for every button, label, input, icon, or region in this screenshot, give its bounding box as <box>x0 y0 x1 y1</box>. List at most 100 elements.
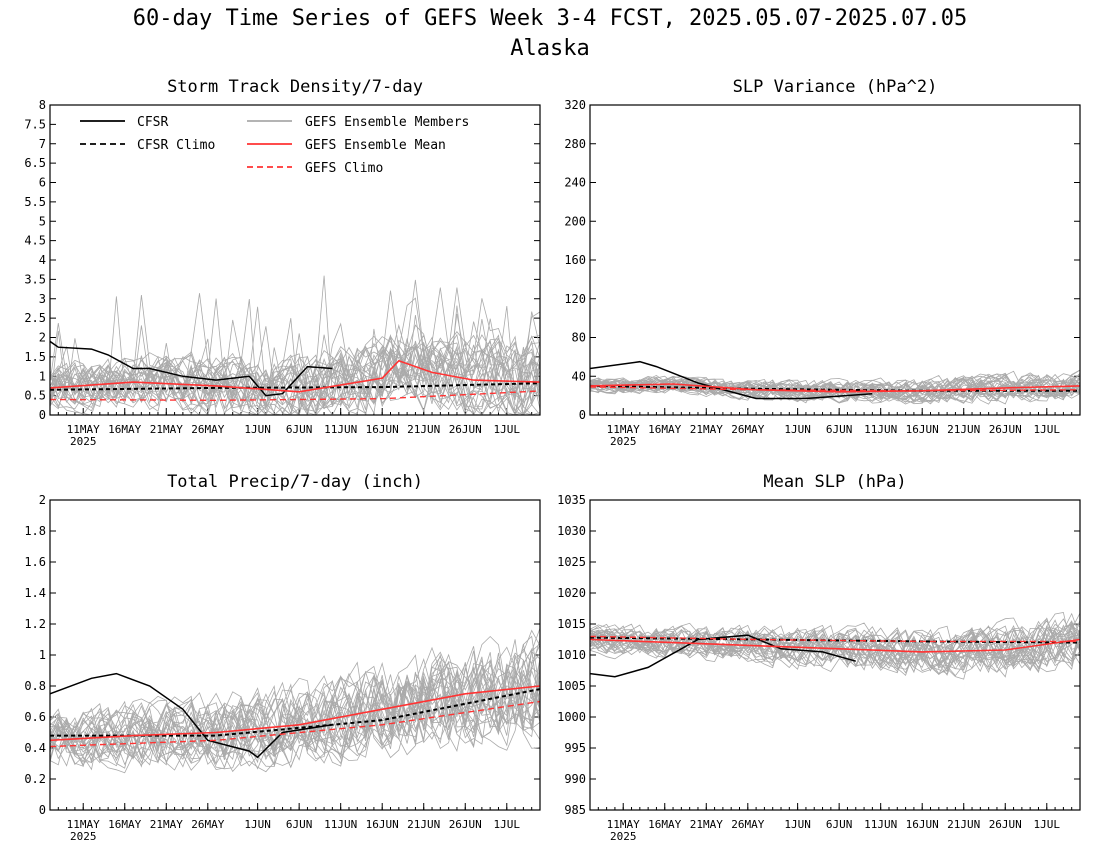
chart-panel: Mean SLP (hPa) 985 990 995 1000 1005 1010 1015 1… <box>557 472 1081 843</box>
y-tick-label: 40 <box>572 369 586 383</box>
x-tick-label: 16MAY <box>108 423 141 436</box>
y-tick-label: 3 <box>39 292 46 306</box>
gefs-ensemble-mean-line <box>590 383 1080 393</box>
x-tick-label: 26MAY <box>191 423 224 436</box>
x-tick-label: 6JUN <box>826 818 853 831</box>
x-tick-label: 6JUN <box>286 423 313 436</box>
ensemble-member-line <box>590 370 1080 404</box>
x-tick-label: 16MAY <box>108 818 141 831</box>
x-tick-label: 11JUN <box>324 423 357 436</box>
y-tick-label: 200 <box>564 214 586 228</box>
x-tick-label: 21MAY <box>690 818 723 831</box>
y-tick-label: 1020 <box>557 586 586 600</box>
plot-frame <box>589 104 1081 416</box>
y-tick-label: 1005 <box>557 679 586 693</box>
cfsr-climo-line <box>50 688 540 737</box>
y-tick-label: 990 <box>564 772 586 786</box>
x-tick-label: 21MAY <box>150 423 183 436</box>
ensemble-member-line <box>50 654 540 766</box>
plot-frame <box>49 104 541 416</box>
plot-area <box>590 360 1080 405</box>
y-tick-label: 1035 <box>557 493 586 507</box>
x-tick-label: 26JUN <box>989 423 1022 436</box>
x-tick-label: 1JUL <box>1034 423 1061 436</box>
y-tick-label: 0.4 <box>24 741 46 755</box>
ensemble-member-line <box>50 328 540 415</box>
gefs-climo-line <box>50 700 540 748</box>
plot-frame <box>49 499 541 811</box>
y-tick-label: 6 <box>39 176 46 190</box>
x-tick-label: 1JUN <box>244 423 271 436</box>
gefs-ensemble-mean-line <box>50 359 540 393</box>
y-tick-label: 1.4 <box>24 586 46 600</box>
y-tick-label: 985 <box>564 803 586 817</box>
y-tick-label: 1025 <box>557 555 586 569</box>
x-tick-label: 1JUL <box>494 423 521 436</box>
x-tick-label: 11MAY <box>67 423 100 436</box>
x-tick-label: 11MAY <box>607 423 640 436</box>
panel-title: Mean SLP (hPa) <box>763 472 906 492</box>
y-tick-label: 1.6 <box>24 555 46 569</box>
gefs-climo-line <box>590 386 1080 392</box>
x-tick-label: 21JUN <box>407 423 440 436</box>
y-tick-label: 240 <box>564 176 586 190</box>
legend-mean-label: GEFS Ensemble Mean <box>305 138 446 153</box>
chart-panel: Total Precip/7-day (inch)00.20.40.60.811… <box>24 472 541 843</box>
ensemble-member-line <box>590 621 1080 671</box>
ensemble-member-line <box>50 275 540 415</box>
y-tick-label: 995 <box>564 741 586 755</box>
x-tick-label: 16JUN <box>366 423 399 436</box>
ensemble-member-line <box>50 670 540 766</box>
x-tick-label: 16JUN <box>906 423 939 436</box>
ensemble-member-line <box>590 620 1080 665</box>
ensemble-member-line <box>590 374 1080 403</box>
ensemble-member-line <box>590 622 1080 677</box>
y-tick-label: 7 <box>39 137 46 151</box>
y-tick-label: 0.8 <box>24 679 46 693</box>
ensemble-member-line <box>50 644 540 762</box>
plot-area <box>50 275 540 415</box>
y-tick-label: 0.5 <box>24 389 46 403</box>
y-tick-label: 1000 <box>557 710 586 724</box>
y-tick-label: 2 <box>39 331 46 345</box>
figure-subtitle: Alaska <box>510 36 590 61</box>
y-tick-label: 0 <box>39 803 46 817</box>
y-tick-label: 4.5 <box>24 234 46 248</box>
y-tick-label: 1 <box>39 648 46 662</box>
y-tick-label: 1010 <box>557 648 586 662</box>
legend-members-label: GEFS Ensemble Members <box>305 115 469 130</box>
y-tick-label: 1.5 <box>24 350 46 364</box>
x-tick-label: 21MAY <box>690 423 723 436</box>
legend-cfsr-label: CFSR <box>137 115 168 130</box>
x-tick-label: 26MAY <box>731 818 764 831</box>
y-tick-label: 1.2 <box>24 617 46 631</box>
x-tick-label: 16JUN <box>906 818 939 831</box>
x-tick-label: 26MAY <box>191 818 224 831</box>
ensemble-member-line <box>590 373 1080 402</box>
cfsr-line <box>590 360 873 400</box>
y-tick-label: 4 <box>39 253 46 267</box>
x-tick-label: 1JUN <box>784 818 811 831</box>
x-tick-label: 1JUN <box>784 423 811 436</box>
legend-gefs-climo-label: GEFS Climo <box>305 161 383 176</box>
y-tick-label: 2 <box>39 493 46 507</box>
ensemble-member-line <box>50 323 540 415</box>
legend-cfsr-climo-label: CFSR Climo <box>137 138 215 153</box>
y-tick-label: 8 <box>39 98 46 112</box>
x-tick-label: 6JUN <box>826 423 853 436</box>
x-tick-label: 21MAY <box>150 818 183 831</box>
x-tick-label: 16MAY <box>648 818 681 831</box>
y-tick-label: 320 <box>564 98 586 112</box>
gefs-ensemble-mean-line <box>590 638 1080 653</box>
ensemble-member-line <box>50 295 540 413</box>
y-tick-label: 1015 <box>557 617 586 631</box>
x-tick-label: 26JUN <box>449 818 482 831</box>
y-tick-label: 120 <box>564 292 586 306</box>
y-tick-label: 0 <box>39 408 46 422</box>
y-tick-label: 1030 <box>557 524 586 538</box>
y-tick-label: 2.5 <box>24 311 46 325</box>
y-tick-label: 160 <box>564 253 586 267</box>
y-tick-label: 3.5 <box>24 272 46 286</box>
cfsr-line <box>50 340 333 397</box>
